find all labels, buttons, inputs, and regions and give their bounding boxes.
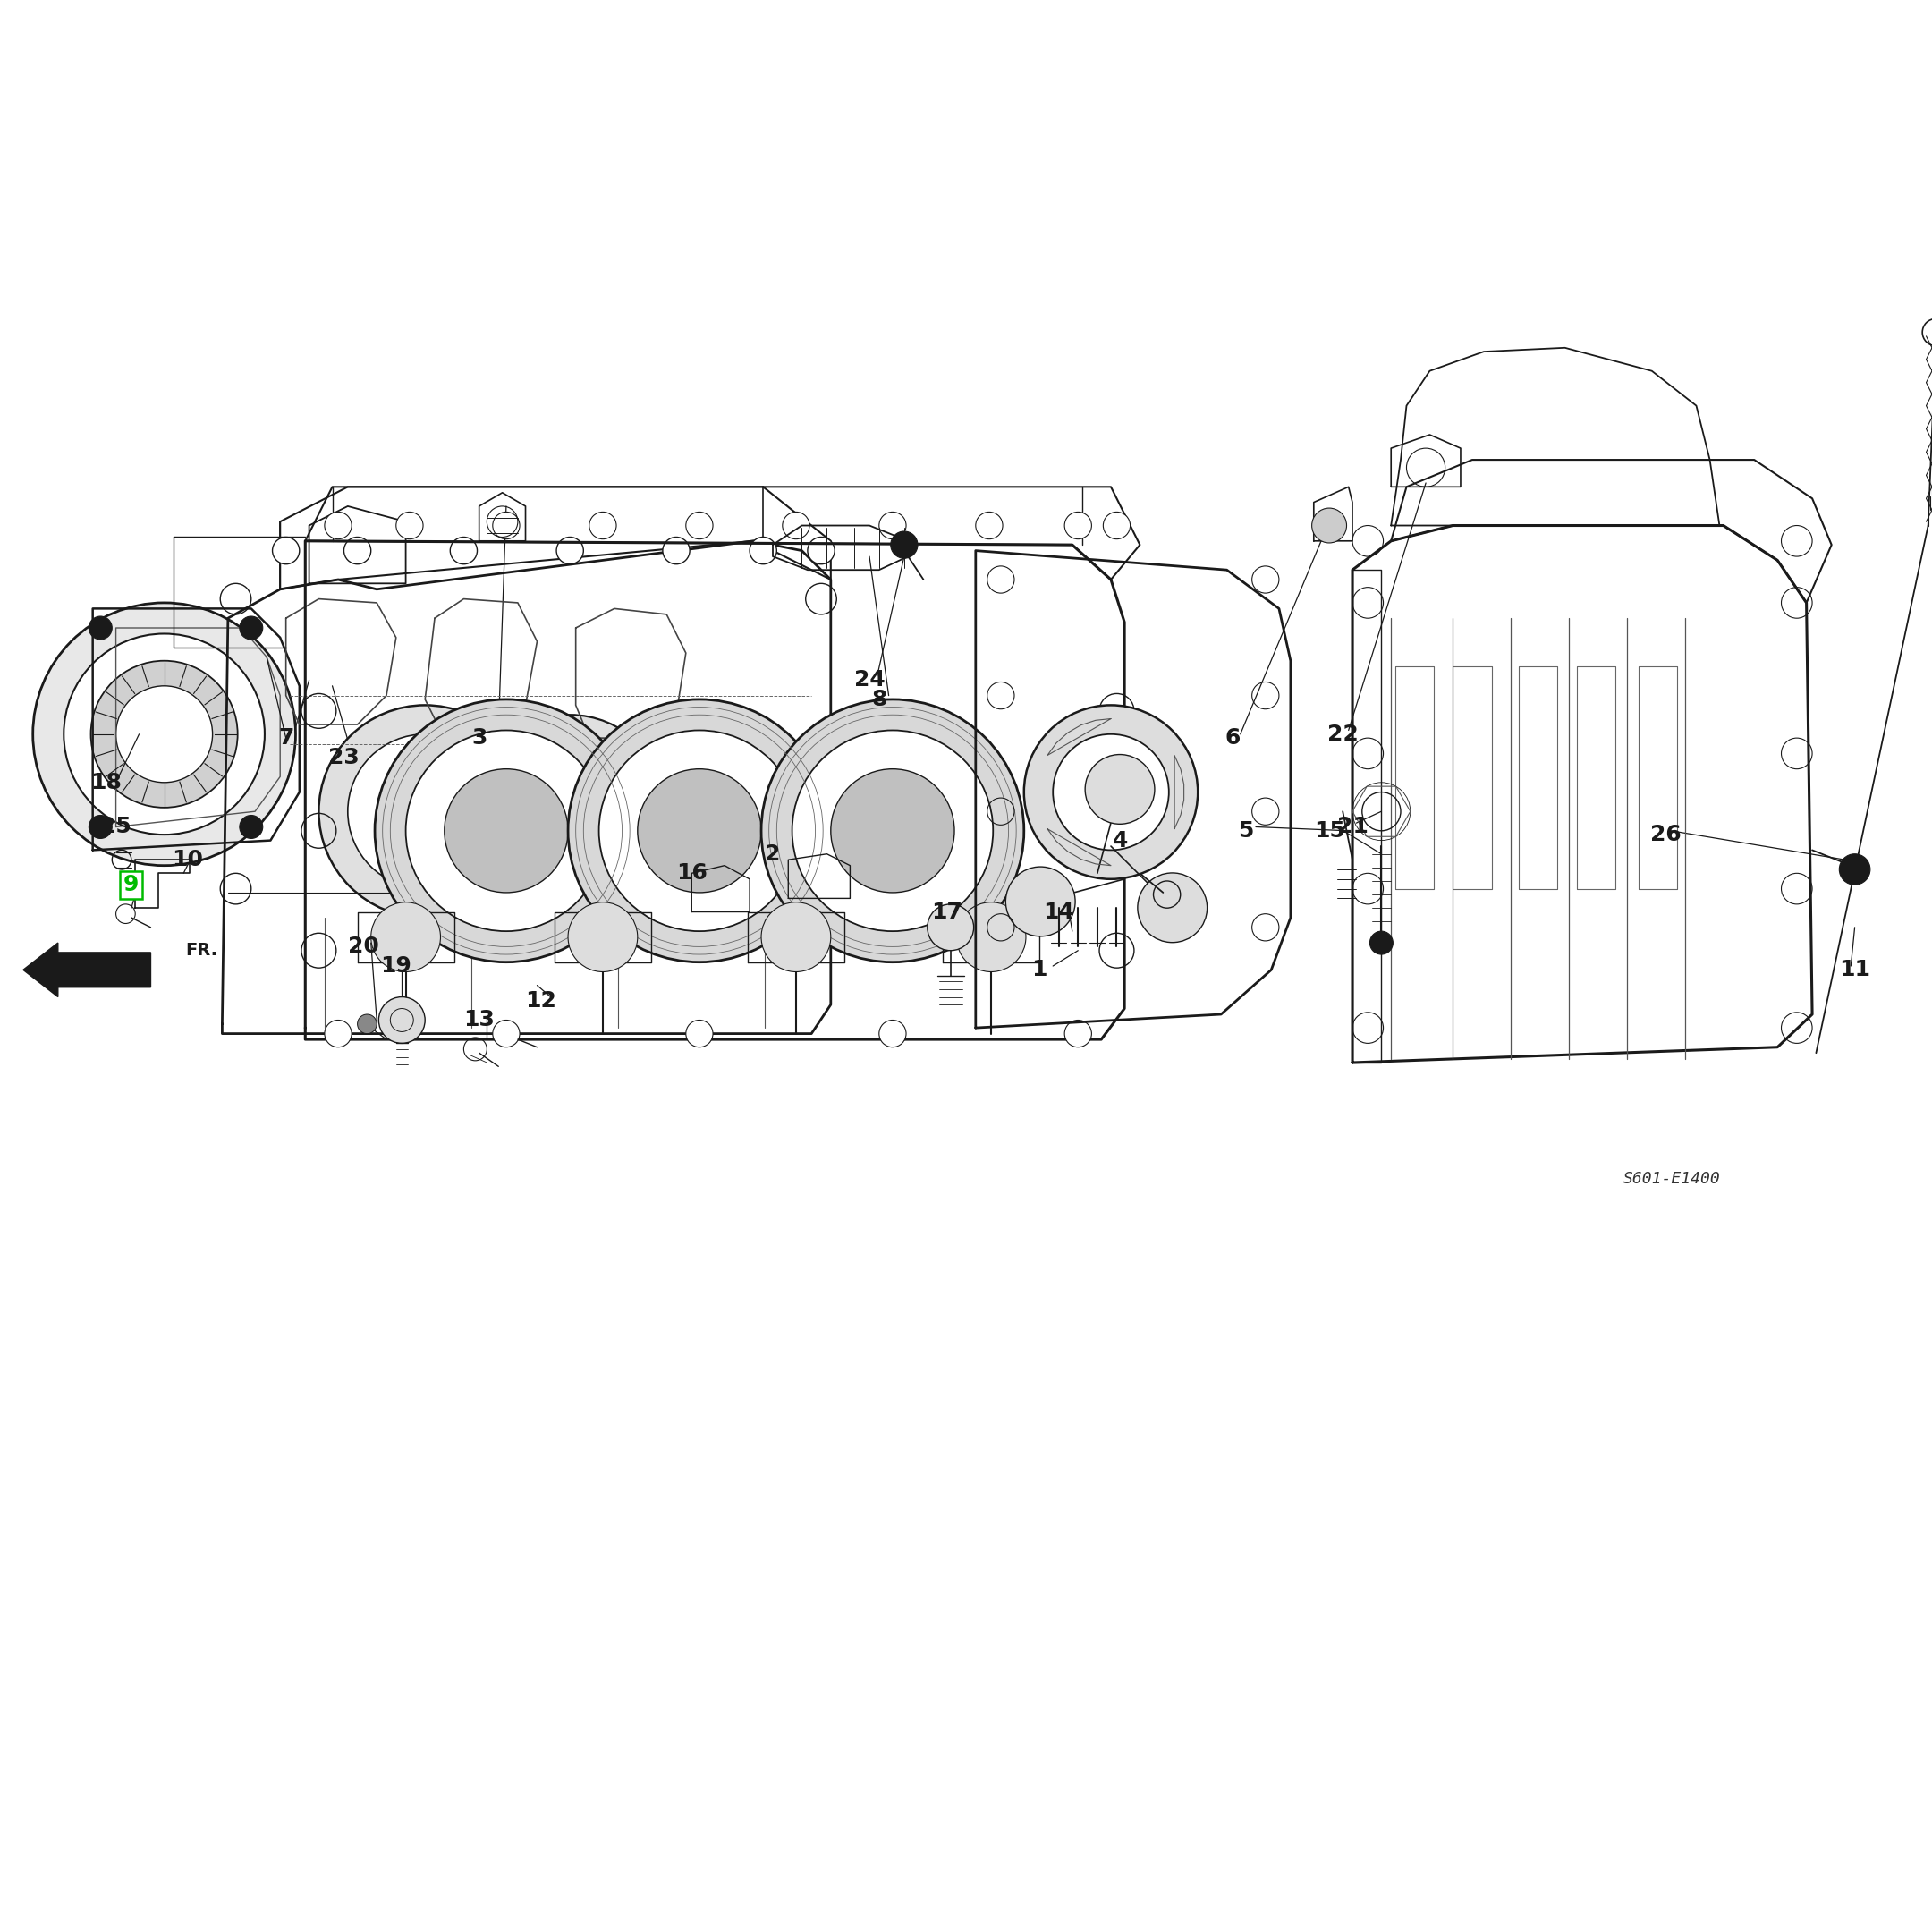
Circle shape (1312, 508, 1347, 543)
Text: 13: 13 (464, 1009, 495, 1032)
Circle shape (879, 1020, 906, 1047)
Circle shape (589, 512, 616, 539)
Circle shape (1007, 867, 1076, 937)
Circle shape (348, 734, 502, 889)
Circle shape (33, 603, 296, 866)
Text: 9: 9 (124, 873, 139, 896)
Circle shape (240, 815, 263, 838)
Circle shape (663, 537, 690, 564)
Circle shape (89, 815, 112, 838)
Text: 20: 20 (348, 935, 379, 958)
Circle shape (1103, 512, 1130, 539)
Circle shape (357, 1014, 377, 1034)
Circle shape (383, 769, 468, 854)
Text: 17: 17 (931, 900, 962, 923)
Circle shape (319, 705, 531, 918)
Circle shape (879, 512, 906, 539)
Circle shape (568, 699, 831, 962)
Text: 14: 14 (1043, 900, 1074, 923)
Text: 4: 4 (1113, 829, 1128, 852)
Text: 26: 26 (1650, 823, 1681, 846)
Text: 18: 18 (91, 771, 122, 794)
Circle shape (792, 730, 993, 931)
Circle shape (1370, 931, 1393, 954)
Circle shape (406, 730, 607, 931)
Circle shape (976, 512, 1003, 539)
Circle shape (500, 742, 639, 881)
Text: 24: 24 (854, 668, 885, 692)
Circle shape (568, 902, 638, 972)
Circle shape (1138, 873, 1208, 943)
Circle shape (344, 537, 371, 564)
Circle shape (686, 512, 713, 539)
Circle shape (927, 904, 974, 951)
Text: 25: 25 (100, 815, 131, 838)
Circle shape (116, 686, 213, 782)
Circle shape (686, 1020, 713, 1047)
Circle shape (325, 1020, 352, 1047)
Text: 19: 19 (381, 954, 412, 978)
Circle shape (782, 512, 810, 539)
Circle shape (556, 537, 583, 564)
Circle shape (379, 997, 425, 1043)
Circle shape (891, 531, 918, 558)
Circle shape (450, 537, 477, 564)
Circle shape (808, 537, 835, 564)
Circle shape (1065, 512, 1092, 539)
Circle shape (473, 715, 667, 908)
Circle shape (371, 902, 440, 972)
Text: 22: 22 (1327, 723, 1358, 746)
Circle shape (956, 902, 1026, 972)
Circle shape (1086, 755, 1155, 825)
Circle shape (272, 537, 299, 564)
Text: 8: 8 (871, 688, 887, 711)
Text: 1: 1 (1032, 958, 1047, 981)
Text: 12: 12 (526, 989, 556, 1012)
Circle shape (1065, 1020, 1092, 1047)
Circle shape (831, 769, 954, 893)
Circle shape (89, 616, 112, 639)
FancyArrow shape (23, 943, 151, 997)
Circle shape (1053, 734, 1169, 850)
Circle shape (1024, 705, 1198, 879)
Circle shape (444, 769, 568, 893)
Text: FR.: FR. (185, 943, 218, 958)
Circle shape (599, 730, 800, 931)
Text: 16: 16 (676, 862, 707, 885)
Text: 6: 6 (1225, 726, 1240, 750)
Circle shape (750, 537, 777, 564)
Text: 11: 11 (1839, 958, 1870, 981)
Text: 2: 2 (765, 842, 781, 866)
Circle shape (531, 773, 609, 850)
Text: 5: 5 (1238, 819, 1254, 842)
Text: 23: 23 (328, 746, 359, 769)
Circle shape (638, 769, 761, 893)
Circle shape (1839, 854, 1870, 885)
Text: 15: 15 (1314, 819, 1345, 842)
Circle shape (493, 1020, 520, 1047)
Text: S601-E1400: S601-E1400 (1623, 1171, 1719, 1186)
Circle shape (761, 699, 1024, 962)
Circle shape (375, 699, 638, 962)
Circle shape (653, 746, 784, 877)
Circle shape (240, 616, 263, 639)
Text: 3: 3 (471, 726, 487, 750)
Circle shape (626, 719, 811, 904)
Text: 21: 21 (1337, 815, 1368, 838)
Circle shape (325, 512, 352, 539)
Circle shape (493, 512, 520, 539)
Circle shape (761, 902, 831, 972)
Text: 7: 7 (278, 726, 294, 750)
Text: 10: 10 (172, 848, 203, 871)
Circle shape (396, 512, 423, 539)
Circle shape (91, 661, 238, 808)
Circle shape (64, 634, 265, 835)
